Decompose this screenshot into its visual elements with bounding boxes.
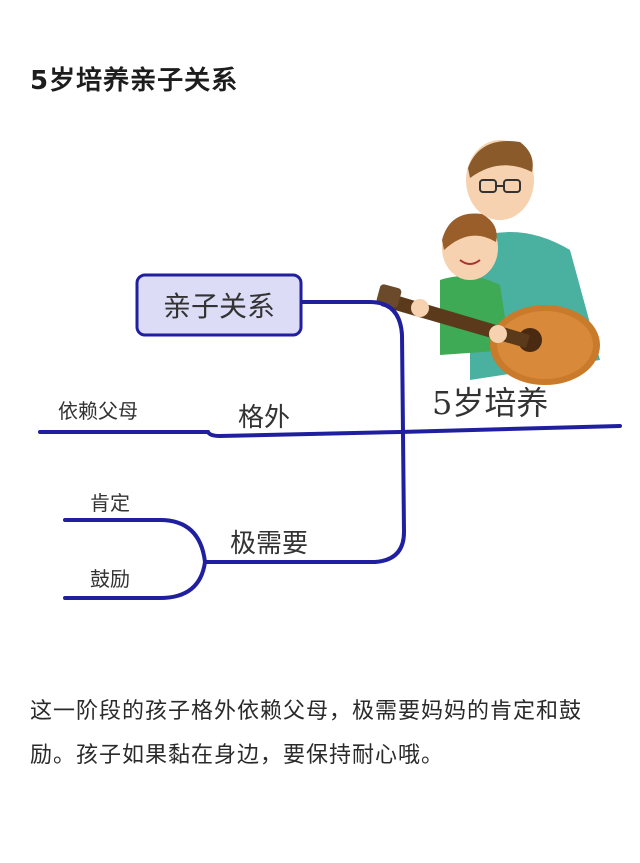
lower-branch-bottom [63, 560, 207, 600]
branch-label-2: 极需要 [230, 529, 308, 559]
leaf-label-1: 依赖父母 [58, 399, 138, 423]
article-body: 这一阶段的孩子格外依赖父母，极需要妈妈的肯定和鼓励。孩子如果黏在身边，要保持耐心… [30, 699, 583, 768]
leaf-label-2: 肯定 [90, 491, 130, 515]
leaf-label-3: 鼓励 [90, 567, 130, 591]
page-title: 5岁培养亲子关系 [30, 66, 239, 96]
father-son-guitar-illustration [376, 140, 600, 385]
connector-lines [38, 300, 622, 600]
upper-branch-line [38, 430, 402, 439]
center-node-label: 5岁培养 [432, 384, 548, 422]
lower-branch-top [63, 518, 207, 564]
mind-map-diagram: 亲子关系 5岁培养 格外 依赖父母 极需要 肯定 鼓励 [38, 140, 622, 600]
branch-label-1: 格外 [238, 403, 290, 433]
center-connector [398, 424, 622, 434]
topic-box-node: 亲子关系 [135, 273, 303, 337]
topic-box-label: 亲子关系 [163, 290, 275, 323]
trunk-line [203, 300, 407, 564]
